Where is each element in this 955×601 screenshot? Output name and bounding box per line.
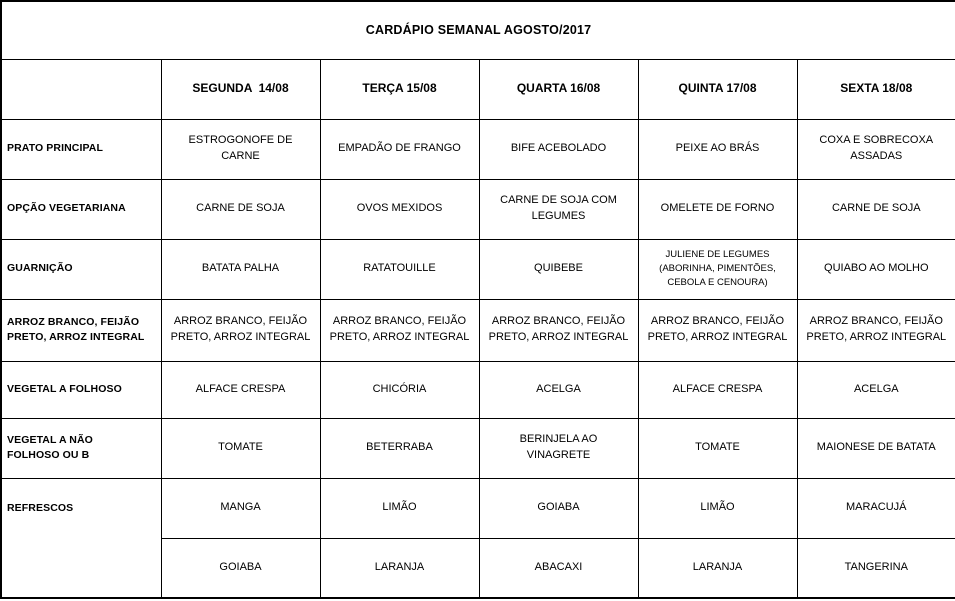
row-label-vegetal-nao-folhoso: VEGETAL A NÃO FOLHOSO OU B bbox=[0, 417, 162, 479]
menu-cell: ACELGA bbox=[796, 360, 955, 419]
menu-cell: GOIABA bbox=[478, 477, 639, 539]
row-prato-principal: PRATO PRINCIPAL ESTROGONOFE DE CARNE EMP… bbox=[0, 118, 955, 180]
menu-cell: BIFE ACEBOLADO bbox=[478, 118, 639, 180]
menu-cell: GOIABA bbox=[160, 537, 321, 599]
menu-cell: MAIONESE DE BATATA bbox=[796, 417, 955, 479]
day-header-quinta: QUINTA 17/08 bbox=[637, 58, 798, 120]
menu-cell: BETERRABA bbox=[319, 417, 480, 479]
menu-cell: TANGERINA bbox=[796, 537, 955, 599]
menu-cell: ALFACE CRESPA bbox=[637, 360, 798, 419]
row-refrescos-1: REFRESCOS MANGA LIMÃO GOIABA LIMÃO MARAC… bbox=[0, 477, 955, 599]
day-header-segunda: SEGUNDA 14/08 bbox=[160, 58, 321, 120]
menu-cell: MARACUJÁ bbox=[796, 477, 955, 539]
row-label-prato-principal: PRATO PRINCIPAL bbox=[0, 118, 162, 180]
title-row: CARDÁPIO SEMANAL AGOSTO/2017 bbox=[0, 0, 955, 60]
row-label-opcao-vegetariana: OPÇÃO VEGETARIANA bbox=[0, 178, 162, 240]
menu-cell: MANGA bbox=[160, 477, 321, 539]
row-label-refrescos: REFRESCOS bbox=[0, 477, 162, 599]
menu-cell: COXA E SOBRECOXA ASSADAS bbox=[796, 118, 955, 180]
menu-cell: QUIBEBE bbox=[478, 238, 639, 300]
menu-cell: TOMATE bbox=[160, 417, 321, 479]
menu-cell: RATATOUILLE bbox=[319, 238, 480, 300]
day-header-row: SEGUNDA 14/08 TERÇA 15/08 QUARTA 16/08 Q… bbox=[0, 58, 955, 120]
menu-cell: LIMÃO bbox=[319, 477, 480, 539]
row-label-vegetal-folhoso: VEGETAL A FOLHOSO bbox=[0, 360, 162, 419]
row-arroz-feijao: ARROZ BRANCO, FEIJÃO PRETO, ARROZ INTEGR… bbox=[0, 298, 955, 362]
row-label-arroz-feijao: ARROZ BRANCO, FEIJÃO PRETO, ARROZ INTEGR… bbox=[0, 298, 162, 362]
day-header-terca: TERÇA 15/08 bbox=[319, 58, 480, 120]
menu-cell: OVOS MEXIDOS bbox=[319, 178, 480, 240]
menu-cell: CARNE DE SOJA bbox=[160, 178, 321, 240]
row-refrescos-2: GOIABA LARANJA ABACAXI LARANJA TANGERINA bbox=[1, 537, 955, 599]
menu-cell: BATATA PALHA bbox=[160, 238, 321, 300]
menu-cell: EMPADÃO DE FRANGO bbox=[319, 118, 480, 180]
menu-cell: LARANJA bbox=[637, 537, 798, 599]
menu-cell: LARANJA bbox=[319, 537, 480, 599]
menu-cell: QUIABO AO MOLHO bbox=[796, 238, 955, 300]
menu-cell: BERINJELA AO VINAGRETE bbox=[478, 417, 639, 479]
day-header-quarta: QUARTA 16/08 bbox=[478, 58, 639, 120]
menu-cell: ACELGA bbox=[478, 360, 639, 419]
menu-cell: ARROZ BRANCO, FEIJÃO PRETO, ARROZ INTEGR… bbox=[796, 298, 955, 362]
menu-cell: ESTROGONOFE DE CARNE bbox=[160, 118, 321, 180]
menu-cell: PEIXE AO BRÁS bbox=[637, 118, 798, 180]
menu-cell: CARNE DE SOJA bbox=[796, 178, 955, 240]
row-label-guarnicao: GUARNIÇÃO bbox=[0, 238, 162, 300]
row-vegetal-nao-folhoso: VEGETAL A NÃO FOLHOSO OU B TOMATE BETERR… bbox=[0, 417, 955, 479]
day-header-sexta: SEXTA 18/08 bbox=[796, 58, 955, 120]
menu-cell: CHICÓRIA bbox=[319, 360, 480, 419]
menu-cell: ARROZ BRANCO, FEIJÃO PRETO, ARROZ INTEGR… bbox=[160, 298, 321, 362]
menu-cell: LIMÃO bbox=[637, 477, 798, 539]
corner-cell bbox=[0, 58, 162, 120]
menu-cell: ABACAXI bbox=[478, 537, 639, 599]
menu-cell: OMELETE DE FORNO bbox=[637, 178, 798, 240]
menu-cell: ARROZ BRANCO, FEIJÃO PRETO, ARROZ INTEGR… bbox=[478, 298, 639, 362]
menu-cell: ARROZ BRANCO, FEIJÃO PRETO, ARROZ INTEGR… bbox=[319, 298, 480, 362]
row-guarnicao: GUARNIÇÃO BATATA PALHA RATATOUILLE QUIBE… bbox=[0, 238, 955, 300]
menu-cell: TOMATE bbox=[637, 417, 798, 479]
menu-cell: ARROZ BRANCO, FEIJÃO PRETO, ARROZ INTEGR… bbox=[637, 298, 798, 362]
menu-cell: ALFACE CRESPA bbox=[160, 360, 321, 419]
page-title: CARDÁPIO SEMANAL AGOSTO/2017 bbox=[0, 0, 955, 60]
row-opcao-vegetariana: OPÇÃO VEGETARIANA CARNE DE SOJA OVOS MEX… bbox=[0, 178, 955, 240]
row-vegetal-folhoso: VEGETAL A FOLHOSO ALFACE CRESPA CHICÓRIA… bbox=[0, 360, 955, 419]
menu-cell: JULIENE DE LEGUMES (ABORINHA, PIMENTÕES,… bbox=[637, 238, 798, 300]
menu-cell: CARNE DE SOJA COM LEGUMES bbox=[478, 178, 639, 240]
